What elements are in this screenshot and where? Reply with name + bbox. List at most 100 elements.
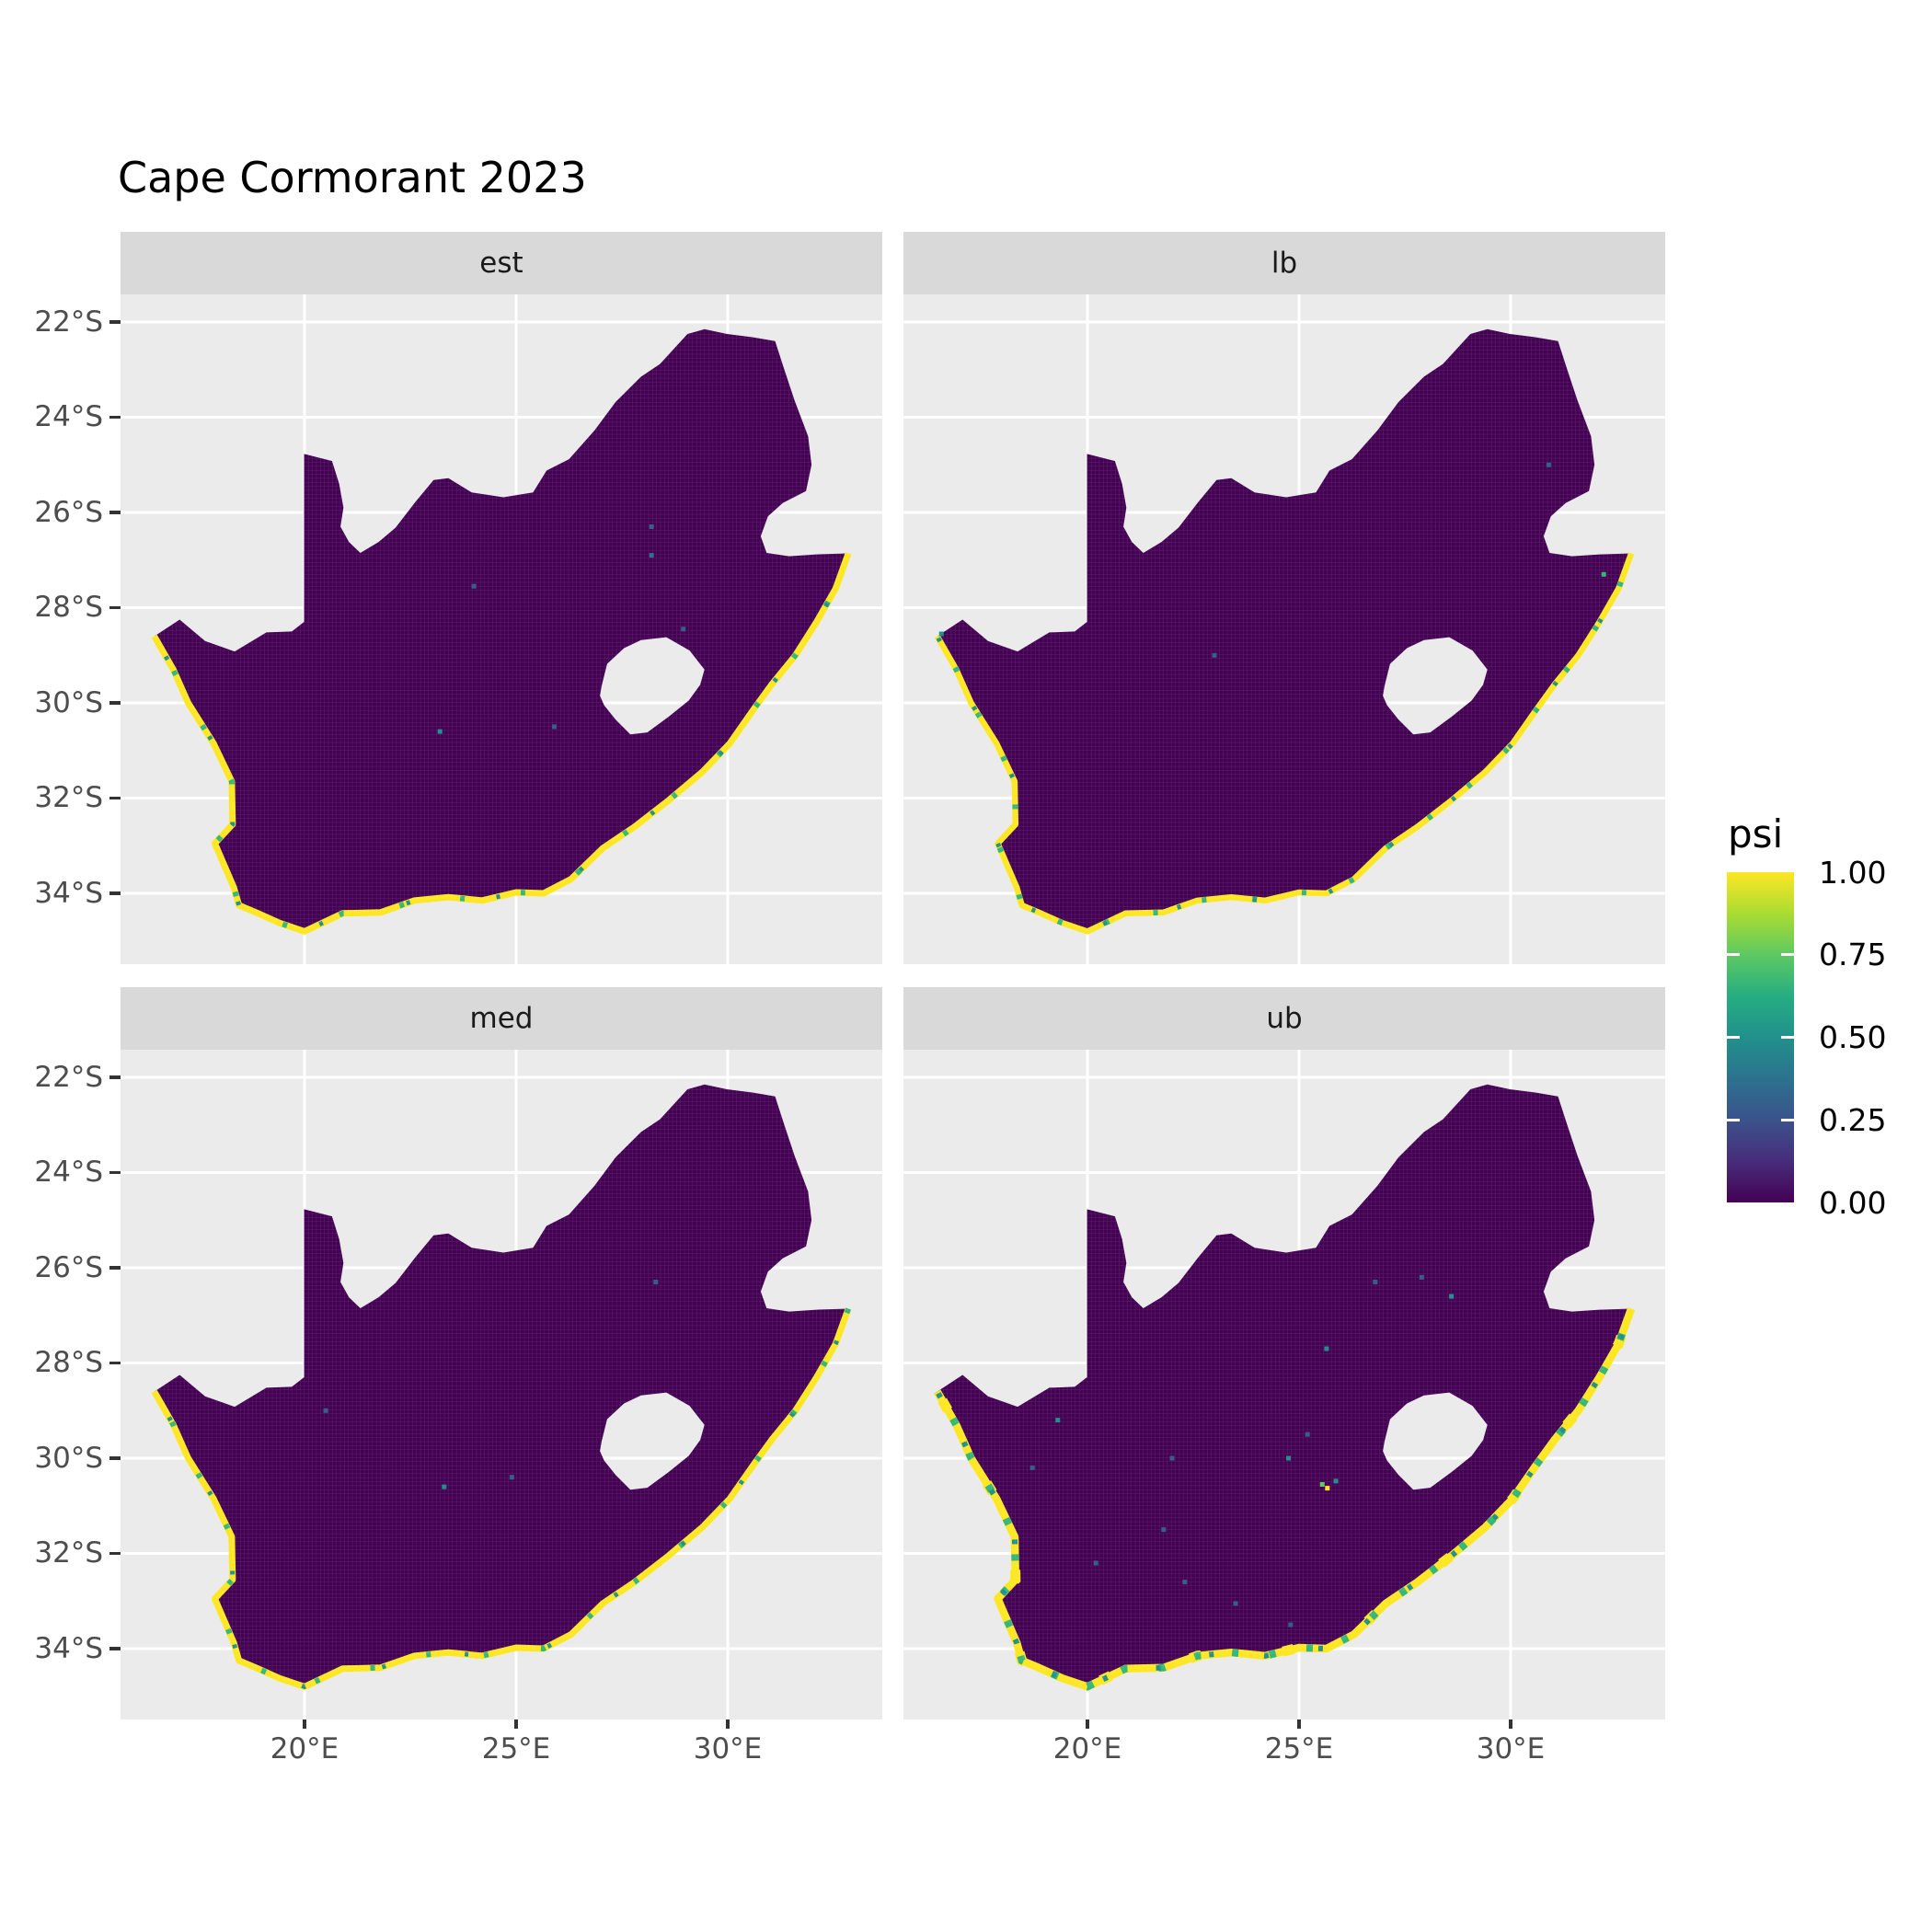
x-axis-tick bbox=[726, 1719, 730, 1729]
y-axis-tick bbox=[109, 605, 121, 610]
y-axis-tick bbox=[109, 320, 121, 324]
psi-speckle-cell bbox=[1319, 1482, 1325, 1487]
psi-speckle-cell bbox=[1169, 1455, 1175, 1461]
plot-title: Cape Cormorant 2023 bbox=[118, 153, 587, 202]
raster-cell-mesh bbox=[154, 1084, 849, 1687]
gridline-horizontal bbox=[903, 416, 1665, 419]
gridline-horizontal bbox=[121, 1171, 882, 1174]
x-axis-label: 25°E bbox=[481, 1732, 551, 1765]
y-axis-label: 30°S bbox=[34, 1441, 103, 1475]
psi-speckle-cell bbox=[681, 627, 686, 632]
facet-map-med bbox=[121, 1050, 882, 1719]
legend-tick bbox=[1781, 1036, 1794, 1039]
y-axis-tick bbox=[109, 1170, 121, 1175]
psi-speckle-cell bbox=[1449, 1294, 1455, 1299]
psi-speckle-cell bbox=[1419, 1274, 1424, 1280]
y-axis-label: 22°S bbox=[34, 1060, 103, 1094]
raster-cell-mesh bbox=[937, 328, 1632, 932]
psi-speckle-cell bbox=[938, 631, 944, 637]
y-axis-label: 32°S bbox=[34, 781, 103, 814]
y-axis-label: 24°S bbox=[34, 400, 103, 433]
y-axis-tick bbox=[109, 701, 121, 705]
psi-speckle-cell bbox=[437, 729, 443, 734]
y-axis-label: 28°S bbox=[34, 1346, 103, 1379]
psi-speckle-cell bbox=[551, 724, 557, 730]
gridline-horizontal bbox=[903, 1075, 1665, 1079]
legend-label: 0.75 bbox=[1819, 937, 1887, 973]
raster-cell-mesh bbox=[937, 1084, 1632, 1687]
y-axis-tick bbox=[109, 1551, 121, 1556]
legend-title: psi bbox=[1728, 811, 1784, 857]
gridline-horizontal bbox=[903, 1171, 1665, 1174]
y-axis-tick bbox=[109, 1361, 121, 1365]
y-axis-tick bbox=[109, 1075, 121, 1079]
facet-strip-med: med bbox=[121, 987, 882, 1050]
y-axis-label: 26°S bbox=[34, 495, 103, 529]
psi-speckle-cell bbox=[323, 1408, 328, 1413]
psi-speckle-cell bbox=[1161, 1527, 1167, 1533]
psi-speckle-cell bbox=[509, 1475, 514, 1480]
psi-speckle-cell bbox=[1288, 1622, 1294, 1627]
legend-label: 1.00 bbox=[1819, 854, 1887, 891]
facet-strip-ub: ub bbox=[903, 987, 1665, 1050]
y-axis-label: 34°S bbox=[34, 1631, 103, 1665]
facet-strip-label: lb bbox=[1271, 247, 1298, 280]
legend-tick bbox=[1727, 1118, 1740, 1121]
psi-speckle-cell bbox=[1601, 571, 1606, 577]
x-axis-tick bbox=[514, 1719, 518, 1729]
y-axis-tick bbox=[109, 1456, 121, 1460]
psi-speckle-cell bbox=[653, 1280, 659, 1284]
facet-map-ub bbox=[903, 1050, 1665, 1719]
psi-speckle-cell bbox=[471, 583, 477, 589]
x-axis-tick bbox=[1086, 1719, 1089, 1729]
facet-panel-est bbox=[121, 294, 882, 964]
psi-speckle-cell bbox=[1324, 1346, 1329, 1351]
facet-map-est bbox=[121, 294, 882, 964]
psi-speckle-cell bbox=[1029, 1465, 1035, 1470]
gridline-horizontal bbox=[121, 1075, 882, 1079]
y-axis-label: 32°S bbox=[34, 1536, 103, 1570]
x-axis-label: 30°E bbox=[693, 1732, 763, 1765]
x-axis-label: 20°E bbox=[270, 1732, 339, 1765]
psi-speckle-cell bbox=[649, 553, 654, 558]
y-axis-label: 28°S bbox=[34, 591, 103, 624]
x-axis-label: 20°E bbox=[1052, 1732, 1122, 1765]
psi-speckle-cell bbox=[1546, 462, 1551, 467]
legend-label: 0.50 bbox=[1819, 1019, 1887, 1055]
y-axis-label: 26°S bbox=[34, 1250, 103, 1284]
psi-speckle-cell bbox=[1055, 1418, 1061, 1423]
legend-colorbar bbox=[1727, 872, 1794, 1202]
y-axis-tick bbox=[109, 415, 121, 420]
legend-label: 0.25 bbox=[1819, 1101, 1887, 1138]
psi-speckle-cell bbox=[1233, 1601, 1238, 1606]
x-axis-label: 30°E bbox=[1476, 1732, 1546, 1765]
y-axis-label: 30°S bbox=[34, 685, 103, 719]
x-axis-tick bbox=[1297, 1719, 1301, 1729]
gridline-horizontal bbox=[121, 416, 882, 419]
legend-tick bbox=[1781, 953, 1794, 957]
y-axis-label: 34°S bbox=[34, 876, 103, 910]
y-axis-label: 22°S bbox=[34, 305, 103, 339]
x-axis-tick bbox=[1509, 1719, 1512, 1729]
psi-speckle-cell bbox=[442, 1484, 447, 1489]
facet-strip-label: med bbox=[469, 1002, 534, 1035]
facet-strip-label: ub bbox=[1266, 1002, 1303, 1035]
psi-speckle-cell bbox=[1182, 1580, 1188, 1585]
y-axis-tick bbox=[109, 796, 121, 800]
y-axis-tick bbox=[109, 511, 121, 514]
facet-strip-label: est bbox=[479, 247, 523, 280]
psi-speckle-cell bbox=[649, 524, 654, 529]
legend-label: 0.00 bbox=[1819, 1184, 1887, 1221]
raster-cell-mesh bbox=[154, 328, 849, 932]
y-axis-tick bbox=[109, 891, 121, 895]
psi-speckle-cell bbox=[1305, 1432, 1310, 1437]
psi-speckle-cell bbox=[1286, 1455, 1291, 1461]
psi-speckle-cell bbox=[1333, 1478, 1339, 1484]
psi-speckle-cell bbox=[1325, 1486, 1330, 1491]
y-axis-label: 24°S bbox=[34, 1156, 103, 1189]
x-axis-label: 25°E bbox=[1264, 1732, 1334, 1765]
psi-speckle-cell bbox=[1093, 1560, 1098, 1566]
gridline-horizontal bbox=[903, 320, 1665, 324]
gridline-horizontal bbox=[121, 320, 882, 324]
